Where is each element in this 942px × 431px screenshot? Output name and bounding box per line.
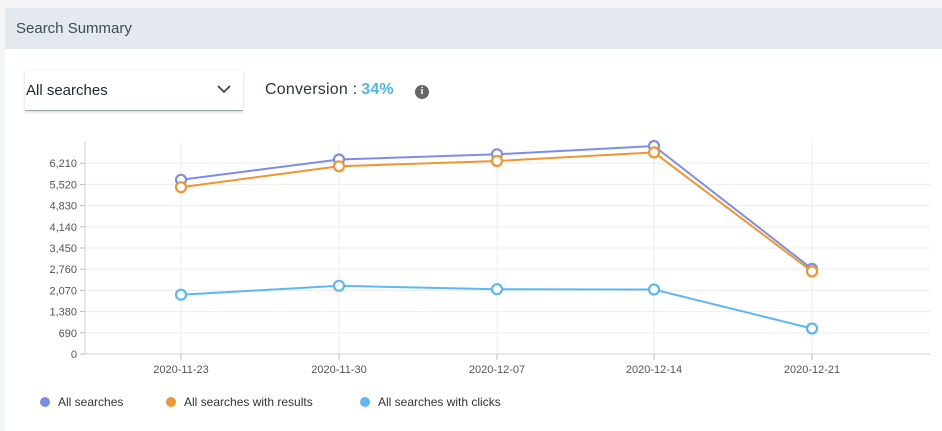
search-type-selected-value: All searches: [26, 82, 108, 99]
legend-item[interactable]: All searches with clicks: [360, 395, 501, 409]
panel-title: Search Summary: [16, 20, 132, 37]
legend-label: All searches with results: [184, 395, 313, 409]
y-tick-label: 5,520: [49, 179, 77, 191]
x-tick-label: 2020-12-07: [469, 364, 525, 376]
data-point: [647, 146, 661, 159]
data-point: [805, 265, 819, 278]
x-tick-label: 2020-12-21: [784, 364, 840, 376]
y-tick-label: 4,830: [49, 201, 77, 213]
info-icon[interactable]: i: [415, 85, 429, 99]
data-point: [174, 181, 188, 194]
search-summary-panel: Search Summary All searches Conversion :…: [5, 8, 942, 431]
y-tick-label: 690: [59, 328, 77, 340]
data-point: [332, 160, 346, 173]
data-point: [490, 154, 504, 168]
x-tick-label: 2020-11-23: [153, 364, 208, 376]
search-type-select[interactable]: All searches: [25, 70, 243, 111]
y-tick-label: 1,380: [49, 307, 77, 319]
y-tick-label: 6,210: [49, 158, 77, 170]
y-tick-label: 3,450: [49, 243, 77, 255]
legend-label: All searches: [58, 395, 124, 409]
conversion-stat: Conversion :34%: [265, 81, 394, 99]
y-tick-label: 2,760: [49, 264, 77, 276]
chevron-down-icon: [217, 85, 231, 94]
legend-label: All searches with clicks: [378, 395, 501, 409]
panel-header: Search Summary: [5, 8, 942, 49]
conversion-label: Conversion :: [265, 81, 358, 98]
legend-marker-icon: [40, 397, 50, 407]
legend-item[interactable]: All searches with results: [166, 395, 313, 409]
data-point: [174, 288, 188, 301]
legend-marker-icon: [166, 397, 176, 407]
conversion-value: 34%: [361, 81, 394, 98]
y-tick-label: 4,140: [49, 222, 77, 234]
data-point: [490, 283, 504, 296]
legend-item[interactable]: All searches: [40, 395, 123, 409]
x-tick-label: 2020-12-14: [626, 364, 682, 376]
legend-marker-icon: [360, 397, 370, 407]
x-tick-label: 2020-11-30: [311, 364, 366, 376]
y-tick-label: 2,070: [49, 285, 77, 297]
y-tick-label: 0: [71, 349, 77, 361]
data-point: [805, 322, 819, 335]
data-point: [647, 283, 661, 296]
data-point: [332, 279, 346, 292]
